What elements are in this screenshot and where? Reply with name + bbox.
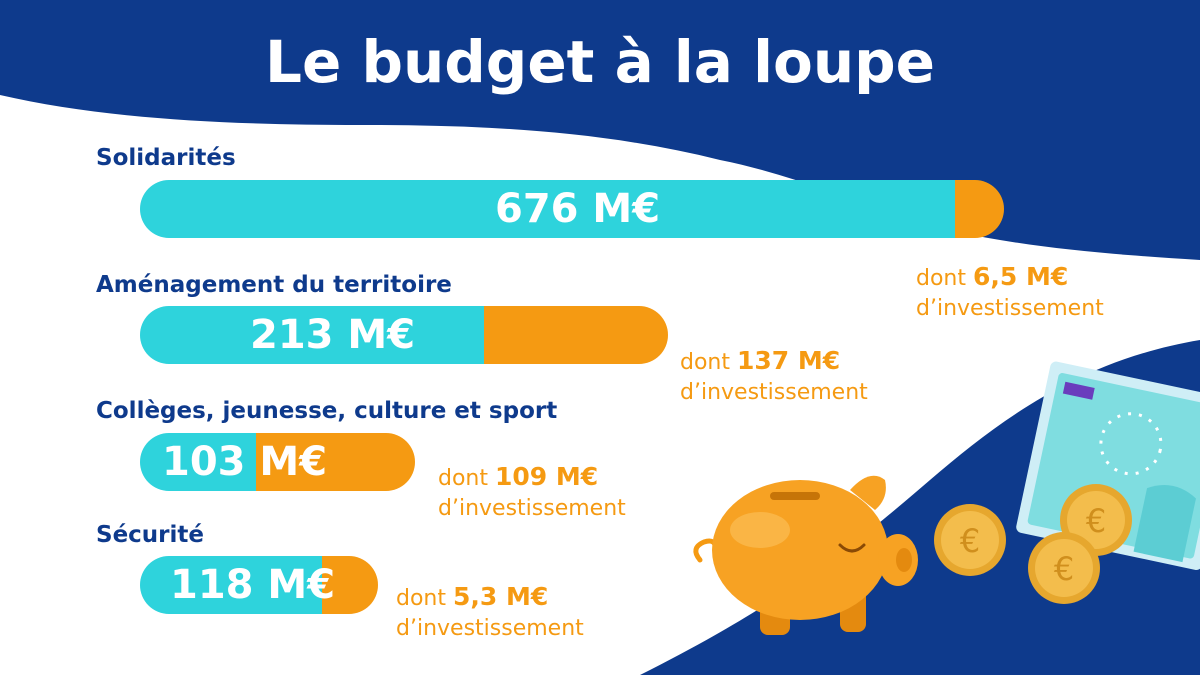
note-securite: dont 5,3 M€ d’investissement: [396, 582, 584, 644]
note-suffix: d’investissement: [680, 380, 868, 405]
bar-amenagement: 213 M€: [140, 306, 668, 364]
bar-segment-investissement: [484, 306, 668, 364]
note-amenagement: dont 137 M€ d’investissement: [680, 346, 868, 408]
bar-colleges: 103 M€: [140, 433, 415, 491]
category-label-securite: Sécurité: [96, 522, 204, 548]
note-amount: 137 M€: [737, 346, 841, 375]
note-suffix: d’investissement: [438, 496, 626, 521]
note-suffix: d’investissement: [916, 296, 1104, 321]
note-colleges: dont 109 M€ d’investissement: [438, 462, 626, 524]
bar-value: 118 M€: [170, 562, 336, 608]
category-label-solidarites: Solidarités: [96, 145, 236, 171]
bar-value: 213 M€: [250, 312, 416, 358]
note-prefix: dont: [396, 586, 446, 611]
note-prefix: dont: [680, 350, 730, 375]
note-suffix: d’investissement: [396, 616, 584, 641]
bar-segment-investissement: [322, 556, 378, 614]
bar-segment-total: [140, 180, 955, 238]
bar-segment-total: [140, 306, 484, 364]
category-label-colleges: Collèges, jeunesse, culture et sport: [96, 398, 558, 424]
bar-segment-total: [140, 433, 256, 491]
note-amount: 109 M€: [495, 462, 599, 491]
page-title: Le budget à la loupe: [264, 28, 935, 96]
note-prefix: dont: [916, 266, 966, 291]
bar-segment-total: [140, 556, 322, 614]
bar-segment-investissement: [955, 180, 1004, 238]
bar-solidarites: 676 M€: [140, 180, 1004, 238]
bar-value: 103 M€: [162, 439, 328, 485]
note-prefix: dont: [438, 466, 488, 491]
note-solidarites: dont 6,5 M€ d’investissement: [916, 262, 1104, 324]
category-label-amenagement: Aménagement du territoire: [96, 272, 452, 298]
bar-segment-investissement: [256, 433, 415, 491]
bar-securite: 118 M€: [140, 556, 378, 614]
bar-value: 676 M€: [495, 186, 661, 232]
note-amount: 5,3 M€: [453, 582, 549, 611]
note-amount: 6,5 M€: [973, 262, 1069, 291]
